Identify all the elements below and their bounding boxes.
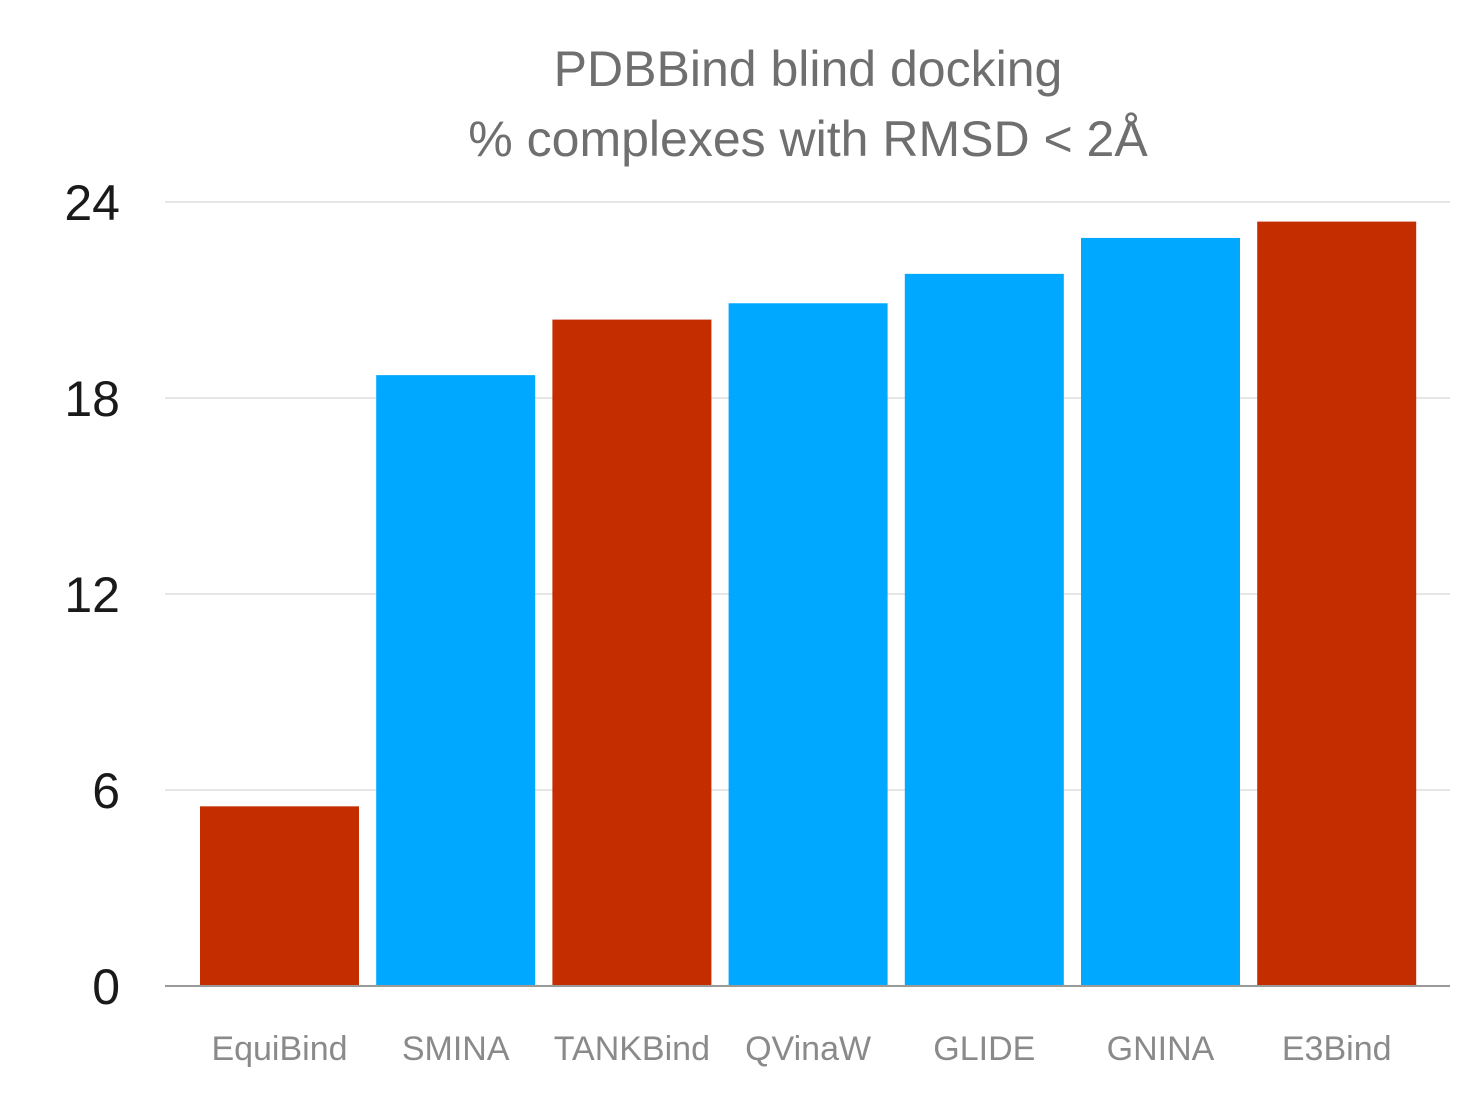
x-tick-label: QVinaW: [745, 1030, 871, 1068]
x-tick-label: SMINA: [402, 1030, 510, 1068]
y-tick-label: 0: [92, 959, 120, 1015]
y-tick-label: 12: [64, 567, 120, 623]
chart-subtitle: % complexes with RMSD < 2Å: [468, 111, 1148, 167]
x-tick-label: EquiBind: [211, 1030, 347, 1068]
x-axis-ticks: EquiBind SMINA TANKBind QVinaW GLIDE GNINA E3B…: [211, 1030, 1391, 1068]
bars: [200, 221, 1417, 987]
y-tick-label: 6: [92, 763, 120, 819]
bar-tankbind: [552, 319, 712, 987]
bar-equibind: [200, 806, 359, 986]
x-tick-label: TANKBind: [554, 1030, 710, 1068]
bar-e3bind: [1257, 221, 1417, 987]
bar-gnina: [1081, 237, 1240, 986]
x-tick-label: GLIDE: [933, 1030, 1035, 1068]
y-tick-label: 24: [64, 175, 120, 231]
x-tick-label: GNINA: [1107, 1030, 1215, 1068]
chart-title: PDBBind blind docking: [554, 41, 1063, 97]
x-tick-label: E3Bind: [1282, 1030, 1392, 1068]
y-tick-label: 18: [64, 371, 120, 427]
y-axis-ticks: 0 6 12 18 24: [64, 175, 120, 1015]
bar-smina: [376, 375, 536, 987]
bar-glide: [904, 273, 1064, 986]
bar-qvinaw: [728, 303, 888, 986]
